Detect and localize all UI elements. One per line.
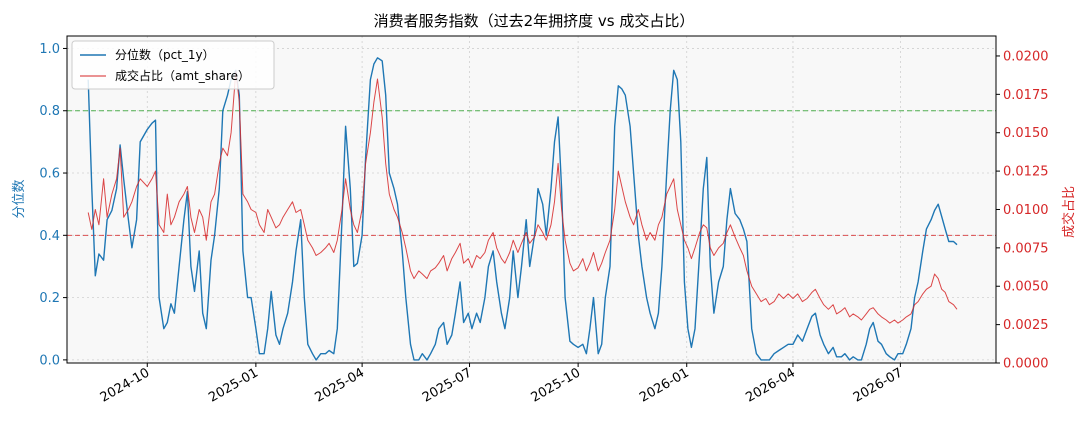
right-tick-label: 0.0050 xyxy=(1003,280,1049,295)
right-tick-label: 0.0000 xyxy=(1003,357,1049,372)
x-tick-label: 2025-04 xyxy=(313,365,368,405)
legend-label-pct: 分位数（pct_1y） xyxy=(115,47,215,62)
left-tick-label: 1.0 xyxy=(39,42,60,57)
reference-lines xyxy=(67,110,996,236)
x-tick-label: 2024-10 xyxy=(98,365,153,405)
series-line-amt xyxy=(87,70,958,324)
x-axis-ticks: 2024-10 2025-01 2025-04 2025-07 2025-10 2026-… xyxy=(98,363,906,406)
left-axis-label: 分位数 xyxy=(12,179,27,218)
right-tick-label: 0.0025 xyxy=(1003,318,1049,333)
x-tick-label: 2026-07 xyxy=(851,365,906,405)
left-tick-label: 0.6 xyxy=(39,167,60,182)
right-tick-label: 0.0100 xyxy=(1003,203,1049,218)
x-tick-label: 2025-10 xyxy=(529,365,584,405)
right-tick-label: 0.0125 xyxy=(1003,165,1049,180)
right-axis-label: 成交占比 xyxy=(1061,186,1077,238)
legend-label-amt: 成交占比（amt_share） xyxy=(115,68,250,83)
right-tick-label: 0.0200 xyxy=(1003,49,1049,64)
x-tick-label: 2026-01 xyxy=(637,365,692,405)
right-tick-label: 0.0150 xyxy=(1003,126,1049,141)
legend: 分位数（pct_1y） 成交占比（amt_share） xyxy=(71,40,275,90)
left-axis-ticks: 0.0 0.2 0.4 0.6 0.8 1.0 xyxy=(39,42,67,368)
chart-title: 消费者服务指数（过去2年拥挤度 vs 成交占比） xyxy=(374,12,695,30)
x-tick-label: 2025-01 xyxy=(206,365,261,405)
legend-box xyxy=(71,40,275,90)
plot-frame xyxy=(66,35,997,364)
plot-area xyxy=(67,36,996,363)
left-tick-label: 0.0 xyxy=(39,353,60,368)
left-tick-label: 0.4 xyxy=(39,229,60,244)
x-tick-label: 2026-04 xyxy=(743,365,798,405)
left-tick-label: 0.8 xyxy=(39,104,60,119)
right-tick-label: 0.0075 xyxy=(1003,241,1049,256)
left-tick-label: 0.2 xyxy=(39,291,60,306)
right-tick-label: 0.0175 xyxy=(1003,88,1049,103)
x-tick-label: 2025-07 xyxy=(420,365,475,405)
right-axis-ticks: 0.0000 0.0025 0.0050 0.0075 0.0100 0.0125 0.01… xyxy=(996,49,1049,372)
